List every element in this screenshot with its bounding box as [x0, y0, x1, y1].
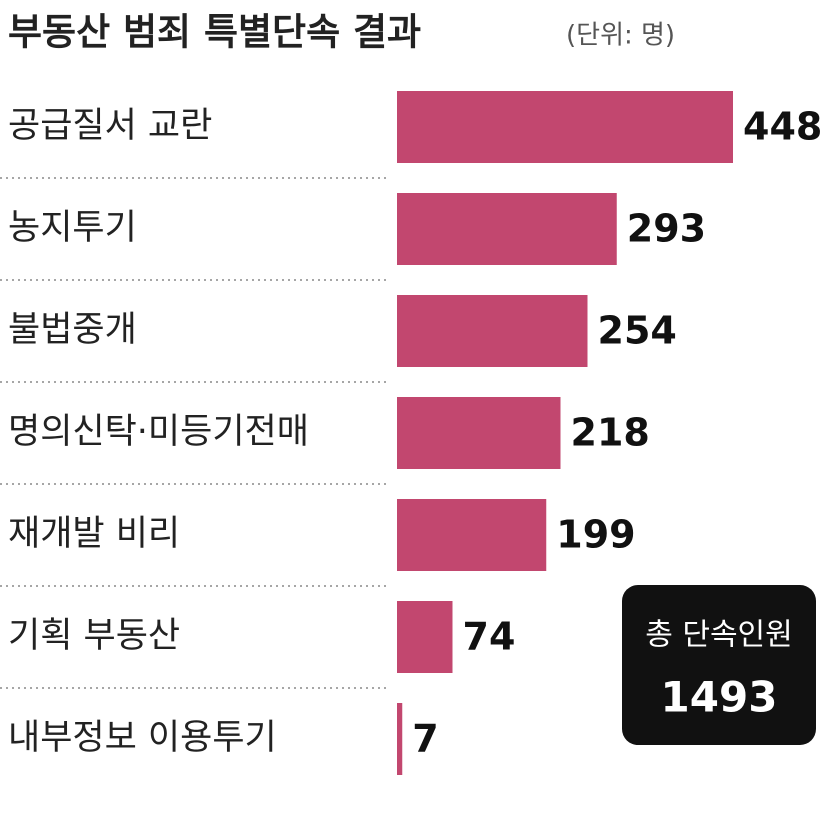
- value-label: 254: [598, 309, 677, 353]
- category-label: 명의신탁·미등기전매: [8, 412, 309, 452]
- total-label: 총 단속인원: [645, 618, 793, 653]
- category-label: 재개발 비리: [8, 514, 180, 554]
- category-label: 기획 부동산: [8, 616, 180, 656]
- bar: [397, 397, 561, 469]
- category-label: 공급질서 교란: [8, 106, 212, 146]
- bar: [397, 193, 617, 265]
- bar: [397, 295, 588, 367]
- chart-title: 부동산 범죄 특별단속 결과: [8, 11, 421, 54]
- value-label: 199: [556, 513, 635, 557]
- category-label: 내부정보 이용투기: [8, 718, 277, 758]
- bar: [397, 499, 547, 571]
- value-label: 74: [463, 615, 516, 659]
- value-label: 7: [412, 717, 438, 761]
- chart-subtitle: (단위: 명): [566, 21, 675, 51]
- bar: [397, 91, 733, 163]
- total-value: 1493: [661, 673, 778, 722]
- value-label: 448: [743, 105, 822, 149]
- bar: [397, 703, 403, 775]
- category-label: 불법중개: [8, 310, 137, 350]
- value-label: 293: [627, 207, 706, 251]
- category-label: 농지투기: [8, 208, 137, 248]
- value-label: 218: [571, 411, 650, 455]
- bar: [397, 601, 453, 673]
- total-box: [622, 585, 816, 745]
